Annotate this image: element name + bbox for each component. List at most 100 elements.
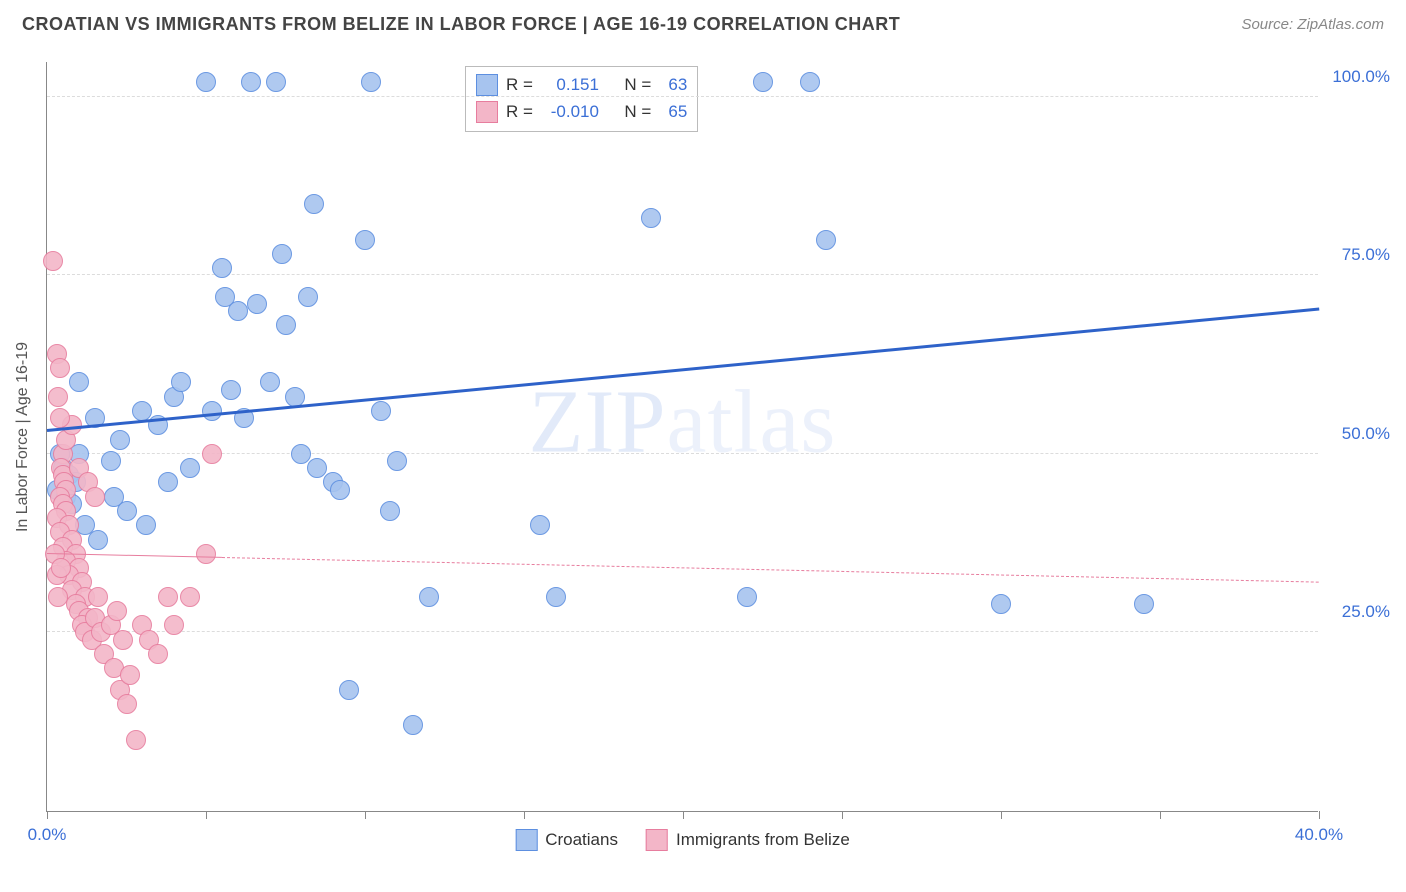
- data-point: [291, 444, 311, 464]
- data-point: [307, 458, 327, 478]
- r-label: R =: [506, 98, 533, 125]
- data-point: [117, 694, 137, 714]
- stats-row: R = 0.151 N = 63: [476, 71, 687, 98]
- gridline: [47, 453, 1318, 454]
- data-point: [241, 72, 261, 92]
- data-point: [126, 730, 146, 750]
- x-tick: [1319, 811, 1320, 819]
- data-point: [50, 408, 70, 428]
- data-point: [171, 372, 191, 392]
- data-point: [180, 458, 200, 478]
- x-tick: [683, 811, 684, 819]
- chart-title: CROATIAN VS IMMIGRANTS FROM BELIZE IN LA…: [22, 14, 900, 35]
- data-point: [530, 515, 550, 535]
- data-point: [69, 372, 89, 392]
- r-value: -0.010: [541, 98, 599, 125]
- x-tick-label: 0.0%: [28, 825, 67, 845]
- data-point: [212, 258, 232, 278]
- data-point: [298, 287, 318, 307]
- legend-swatch: [646, 829, 668, 851]
- x-tick: [524, 811, 525, 819]
- legend-label: Immigrants from Belize: [676, 830, 850, 850]
- data-point: [247, 294, 267, 314]
- y-tick-label: 25.0%: [1342, 602, 1390, 622]
- y-tick-label: 100.0%: [1332, 67, 1390, 87]
- data-point: [132, 401, 152, 421]
- legend-swatch: [515, 829, 537, 851]
- data-point: [158, 472, 178, 492]
- data-point: [330, 480, 350, 500]
- n-value: 63: [659, 71, 687, 98]
- legend-label: Croatians: [545, 830, 618, 850]
- legend-item: Immigrants from Belize: [646, 829, 850, 851]
- data-point: [158, 587, 178, 607]
- source-credit: Source: ZipAtlas.com: [1241, 16, 1384, 33]
- r-value: 0.151: [541, 71, 599, 98]
- stats-legend: R = 0.151 N = 63 R = -0.010 N = 65: [465, 66, 698, 132]
- data-point: [107, 601, 127, 621]
- data-point: [196, 72, 216, 92]
- data-point: [641, 208, 661, 228]
- x-tick: [1160, 811, 1161, 819]
- data-point: [228, 301, 248, 321]
- y-tick-label: 50.0%: [1342, 424, 1390, 444]
- data-point: [48, 587, 68, 607]
- data-point: [50, 358, 70, 378]
- data-point: [221, 380, 241, 400]
- data-point: [380, 501, 400, 521]
- data-point: [136, 515, 156, 535]
- data-point: [113, 630, 133, 650]
- data-point: [85, 487, 105, 507]
- data-point: [117, 501, 137, 521]
- data-point: [120, 665, 140, 685]
- data-point: [546, 587, 566, 607]
- data-point: [371, 401, 391, 421]
- legend-item: Croatians: [515, 829, 618, 851]
- data-point: [88, 530, 108, 550]
- data-point: [387, 451, 407, 471]
- legend-swatch: [476, 74, 498, 96]
- data-point: [355, 230, 375, 250]
- data-point: [339, 680, 359, 700]
- x-tick: [1001, 811, 1002, 819]
- gridline: [47, 96, 1318, 97]
- data-point: [991, 594, 1011, 614]
- data-point: [43, 251, 63, 271]
- y-tick-label: 75.0%: [1342, 245, 1390, 265]
- data-point: [48, 387, 68, 407]
- y-axis-label: In Labor Force | Age 16-19: [14, 341, 32, 531]
- data-point: [1134, 594, 1154, 614]
- data-point: [403, 715, 423, 735]
- n-value: 65: [659, 98, 687, 125]
- data-point: [419, 587, 439, 607]
- data-point: [753, 72, 773, 92]
- x-tick: [47, 811, 48, 819]
- x-tick: [365, 811, 366, 819]
- gridline: [47, 631, 1318, 632]
- data-point: [148, 644, 168, 664]
- data-point: [101, 451, 121, 471]
- data-point: [737, 587, 757, 607]
- n-label: N =: [624, 98, 651, 125]
- data-point: [816, 230, 836, 250]
- trend-line: [222, 557, 1319, 583]
- legend-swatch: [476, 101, 498, 123]
- data-point: [272, 244, 292, 264]
- data-point: [202, 444, 222, 464]
- data-point: [266, 72, 286, 92]
- data-point: [800, 72, 820, 92]
- data-point: [110, 430, 130, 450]
- data-point: [260, 372, 280, 392]
- gridline: [47, 274, 1318, 275]
- watermark: ZIPatlas: [529, 370, 837, 473]
- data-point: [51, 558, 71, 578]
- data-point: [88, 587, 108, 607]
- data-point: [196, 544, 216, 564]
- trend-line: [47, 308, 1319, 432]
- stats-row: R = -0.010 N = 65: [476, 98, 687, 125]
- data-point: [202, 401, 222, 421]
- x-tick: [842, 811, 843, 819]
- n-label: N =: [624, 71, 651, 98]
- x-tick: [206, 811, 207, 819]
- r-label: R =: [506, 71, 533, 98]
